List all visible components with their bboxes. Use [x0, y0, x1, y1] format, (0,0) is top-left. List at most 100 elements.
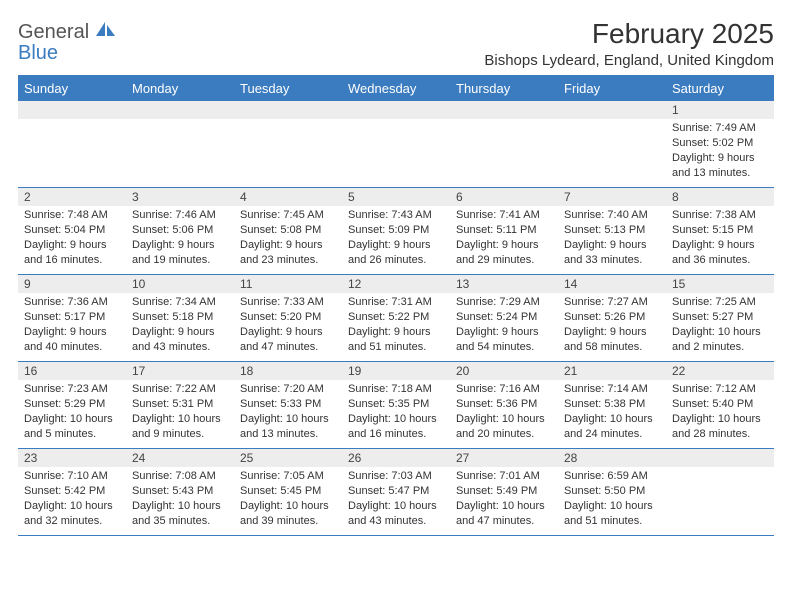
day-data: Sunrise: 7:22 AMSunset: 5:31 PMDaylight:…: [126, 380, 234, 445]
day-data: Sunrise: 7:45 AMSunset: 5:08 PMDaylight:…: [234, 206, 342, 271]
calendar-cell: [126, 101, 234, 187]
calendar-cell: 24Sunrise: 7:08 AMSunset: 5:43 PMDayligh…: [126, 449, 234, 535]
calendar-cell: [450, 101, 558, 187]
day-data: Sunrise: 7:36 AMSunset: 5:17 PMDaylight:…: [18, 293, 126, 358]
week-row: 16Sunrise: 7:23 AMSunset: 5:29 PMDayligh…: [18, 361, 774, 448]
month-title: February 2025: [484, 18, 774, 50]
calendar-cell: 13Sunrise: 7:29 AMSunset: 5:24 PMDayligh…: [450, 275, 558, 361]
day-number: 18: [234, 362, 342, 380]
calendar-cell: 9Sunrise: 7:36 AMSunset: 5:17 PMDaylight…: [18, 275, 126, 361]
calendar-cell: 22Sunrise: 7:12 AMSunset: 5:40 PMDayligh…: [666, 362, 774, 448]
weeks-container: 1Sunrise: 7:49 AMSunset: 5:02 PMDaylight…: [18, 100, 774, 536]
day-data: Sunrise: 7:43 AMSunset: 5:09 PMDaylight:…: [342, 206, 450, 271]
calendar-cell: 6Sunrise: 7:41 AMSunset: 5:11 PMDaylight…: [450, 188, 558, 274]
day-number: 4: [234, 188, 342, 206]
week-row: 9Sunrise: 7:36 AMSunset: 5:17 PMDaylight…: [18, 274, 774, 361]
day-data: Sunrise: 7:12 AMSunset: 5:40 PMDaylight:…: [666, 380, 774, 445]
week-row: 23Sunrise: 7:10 AMSunset: 5:42 PMDayligh…: [18, 448, 774, 536]
day-data: Sunrise: 7:48 AMSunset: 5:04 PMDaylight:…: [18, 206, 126, 271]
calendar-cell: 19Sunrise: 7:18 AMSunset: 5:35 PMDayligh…: [342, 362, 450, 448]
calendar-cell: [558, 101, 666, 187]
day-number: [450, 101, 558, 119]
day-data: Sunrise: 7:05 AMSunset: 5:45 PMDaylight:…: [234, 467, 342, 532]
day-number: 21: [558, 362, 666, 380]
day-number: 5: [342, 188, 450, 206]
day-data: Sunrise: 7:41 AMSunset: 5:11 PMDaylight:…: [450, 206, 558, 271]
day-data: Sunrise: 7:29 AMSunset: 5:24 PMDaylight:…: [450, 293, 558, 358]
calendar-cell: [234, 101, 342, 187]
day-data: Sunrise: 7:01 AMSunset: 5:49 PMDaylight:…: [450, 467, 558, 532]
day-data: Sunrise: 7:38 AMSunset: 5:15 PMDaylight:…: [666, 206, 774, 271]
day-data: Sunrise: 7:46 AMSunset: 5:06 PMDaylight:…: [126, 206, 234, 271]
calendar-cell: 11Sunrise: 7:33 AMSunset: 5:20 PMDayligh…: [234, 275, 342, 361]
day-data: Sunrise: 7:25 AMSunset: 5:27 PMDaylight:…: [666, 293, 774, 358]
logo-text-blue: Blue: [18, 42, 58, 64]
calendar-cell: 8Sunrise: 7:38 AMSunset: 5:15 PMDaylight…: [666, 188, 774, 274]
calendar-cell: 25Sunrise: 7:05 AMSunset: 5:45 PMDayligh…: [234, 449, 342, 535]
calendar-cell: 21Sunrise: 7:14 AMSunset: 5:38 PMDayligh…: [558, 362, 666, 448]
calendar-cell: 27Sunrise: 7:01 AMSunset: 5:49 PMDayligh…: [450, 449, 558, 535]
day-header-cell: Monday: [126, 77, 234, 100]
day-data: Sunrise: 6:59 AMSunset: 5:50 PMDaylight:…: [558, 467, 666, 532]
day-number: 1: [666, 101, 774, 119]
day-number: 10: [126, 275, 234, 293]
day-number: [558, 101, 666, 119]
day-number: 27: [450, 449, 558, 467]
logo-text-general: General: [18, 21, 89, 43]
day-data: Sunrise: 7:14 AMSunset: 5:38 PMDaylight:…: [558, 380, 666, 445]
calendar-cell: 23Sunrise: 7:10 AMSunset: 5:42 PMDayligh…: [18, 449, 126, 535]
calendar-cell: 7Sunrise: 7:40 AMSunset: 5:13 PMDaylight…: [558, 188, 666, 274]
day-header-cell: Wednesday: [342, 77, 450, 100]
sail-icon: [96, 25, 116, 42]
calendar-cell: 4Sunrise: 7:45 AMSunset: 5:08 PMDaylight…: [234, 188, 342, 274]
day-header-cell: Thursday: [450, 77, 558, 100]
day-header-cell: Friday: [558, 77, 666, 100]
day-data: Sunrise: 7:18 AMSunset: 5:35 PMDaylight:…: [342, 380, 450, 445]
calendar-cell: 5Sunrise: 7:43 AMSunset: 5:09 PMDaylight…: [342, 188, 450, 274]
day-number: [666, 449, 774, 467]
logo-text-block: General Blue: [18, 22, 116, 64]
day-data: Sunrise: 7:08 AMSunset: 5:43 PMDaylight:…: [126, 467, 234, 532]
day-number: 22: [666, 362, 774, 380]
day-number: 17: [126, 362, 234, 380]
calendar-cell: 28Sunrise: 6:59 AMSunset: 5:50 PMDayligh…: [558, 449, 666, 535]
day-data: Sunrise: 7:31 AMSunset: 5:22 PMDaylight:…: [342, 293, 450, 358]
day-data: Sunrise: 7:27 AMSunset: 5:26 PMDaylight:…: [558, 293, 666, 358]
day-number: 26: [342, 449, 450, 467]
day-number: 23: [18, 449, 126, 467]
calendar-cell: 10Sunrise: 7:34 AMSunset: 5:18 PMDayligh…: [126, 275, 234, 361]
day-number: 2: [18, 188, 126, 206]
calendar-cell: 15Sunrise: 7:25 AMSunset: 5:27 PMDayligh…: [666, 275, 774, 361]
location-text: Bishops Lydeard, England, United Kingdom: [484, 52, 774, 69]
day-header-cell: Tuesday: [234, 77, 342, 100]
day-number: 7: [558, 188, 666, 206]
day-data: Sunrise: 7:33 AMSunset: 5:20 PMDaylight:…: [234, 293, 342, 358]
calendar-cell: 18Sunrise: 7:20 AMSunset: 5:33 PMDayligh…: [234, 362, 342, 448]
day-number: 15: [666, 275, 774, 293]
calendar-cell: 2Sunrise: 7:48 AMSunset: 5:04 PMDaylight…: [18, 188, 126, 274]
day-number: 6: [450, 188, 558, 206]
day-number: 16: [18, 362, 126, 380]
day-number: 28: [558, 449, 666, 467]
calendar-cell: [666, 449, 774, 535]
calendar-cell: 14Sunrise: 7:27 AMSunset: 5:26 PMDayligh…: [558, 275, 666, 361]
week-row: 1Sunrise: 7:49 AMSunset: 5:02 PMDaylight…: [18, 100, 774, 187]
day-number: 25: [234, 449, 342, 467]
calendar: SundayMondayTuesdayWednesdayThursdayFrid…: [18, 75, 774, 536]
day-number: 19: [342, 362, 450, 380]
calendar-cell: 12Sunrise: 7:31 AMSunset: 5:22 PMDayligh…: [342, 275, 450, 361]
calendar-cell: 16Sunrise: 7:23 AMSunset: 5:29 PMDayligh…: [18, 362, 126, 448]
logo: General Blue: [18, 18, 116, 64]
day-data: Sunrise: 7:23 AMSunset: 5:29 PMDaylight:…: [18, 380, 126, 445]
calendar-cell: 20Sunrise: 7:16 AMSunset: 5:36 PMDayligh…: [450, 362, 558, 448]
calendar-cell: 17Sunrise: 7:22 AMSunset: 5:31 PMDayligh…: [126, 362, 234, 448]
calendar-cell: 3Sunrise: 7:46 AMSunset: 5:06 PMDaylight…: [126, 188, 234, 274]
day-data: Sunrise: 7:03 AMSunset: 5:47 PMDaylight:…: [342, 467, 450, 532]
day-number: [234, 101, 342, 119]
day-data: Sunrise: 7:16 AMSunset: 5:36 PMDaylight:…: [450, 380, 558, 445]
day-number: 12: [342, 275, 450, 293]
day-number: [18, 101, 126, 119]
day-header-cell: Saturday: [666, 77, 774, 100]
day-data: Sunrise: 7:49 AMSunset: 5:02 PMDaylight:…: [666, 119, 774, 184]
day-number: 8: [666, 188, 774, 206]
